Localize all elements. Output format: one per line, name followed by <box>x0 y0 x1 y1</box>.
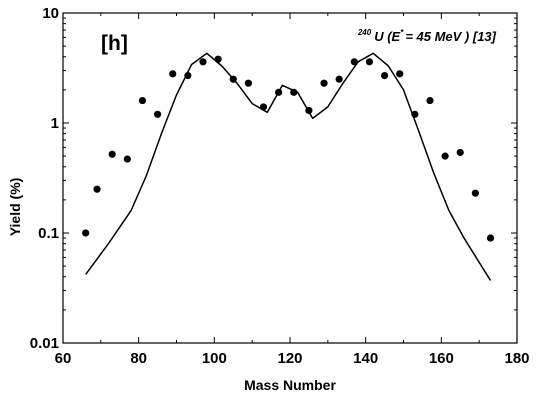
data-point <box>138 96 147 105</box>
data-point <box>320 79 328 87</box>
annotation-mass-superscript: 240 <box>357 28 372 37</box>
data-point <box>244 79 252 87</box>
data-point <box>380 71 389 80</box>
data-point <box>335 75 343 83</box>
x-tick-label: 140 <box>353 350 378 367</box>
data-point <box>108 150 116 158</box>
data-point <box>441 152 449 160</box>
data-point <box>396 70 404 78</box>
data-point <box>199 58 207 66</box>
data-point <box>365 58 374 66</box>
plot-border <box>62 12 518 344</box>
data-point <box>214 55 222 63</box>
series-layer <box>82 52 495 281</box>
plot-frame <box>62 12 518 344</box>
data-point <box>82 229 90 237</box>
calculation-line <box>85 52 492 281</box>
x-axis-title: Mass Number <box>244 377 336 393</box>
data-point <box>426 96 434 105</box>
x-tick-label: 120 <box>277 350 302 367</box>
y-tick-label: 10 <box>42 5 59 22</box>
data-point <box>471 189 479 197</box>
panel-label: [h] <box>101 32 128 55</box>
y-axis-title: Yield (%) <box>7 178 23 237</box>
x-tick-label: 80 <box>130 350 147 367</box>
y-tick-label: 0.1 <box>38 225 59 242</box>
x-axis-ticks: 60 80 100 120 140 160 180 <box>55 13 530 367</box>
data-point <box>123 155 131 163</box>
x-tick-label: 180 <box>504 350 529 367</box>
annotation-element: U (E <box>374 29 400 44</box>
annotation-text: 240 U (E* = 45 MeV ) [13] <box>357 28 497 44</box>
x-tick-label: 60 <box>55 350 72 367</box>
x-tick-label: 100 <box>202 350 227 367</box>
y-tick-label: 0.01 <box>30 335 59 352</box>
data-point <box>456 148 464 157</box>
annotation-energy: = 45 MeV ) [13] <box>405 29 496 44</box>
data-point <box>93 185 101 193</box>
annotation-excitation-superscript: * <box>400 28 404 37</box>
y-tick-label: 1 <box>51 115 59 132</box>
data-point <box>169 70 177 78</box>
y-axis-ticks: 0.01 0.1 1 10 <box>30 5 517 352</box>
x-tick-label: 160 <box>429 350 454 367</box>
data-point <box>153 110 162 118</box>
data-point <box>486 234 495 242</box>
